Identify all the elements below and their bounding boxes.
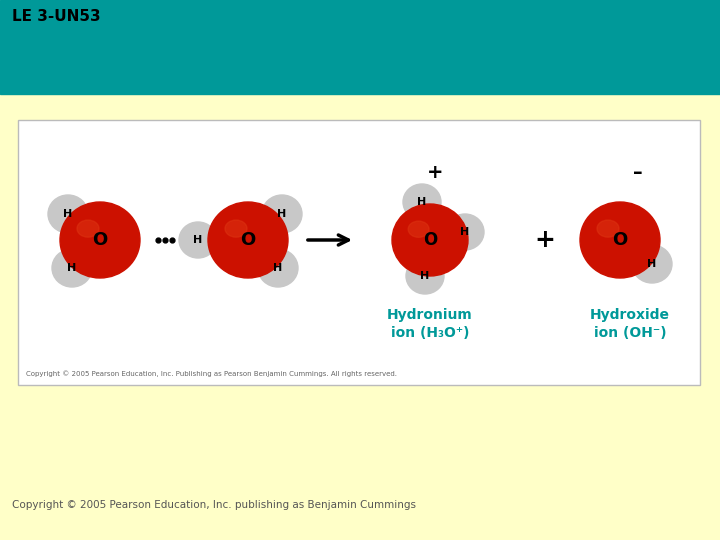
Text: H: H — [194, 235, 202, 245]
Ellipse shape — [406, 258, 444, 294]
Ellipse shape — [258, 249, 298, 287]
Text: +: + — [534, 228, 555, 252]
Ellipse shape — [580, 202, 660, 278]
Text: O: O — [240, 231, 256, 249]
Ellipse shape — [403, 184, 441, 220]
Text: Hydronium
ion (H₃O⁺): Hydronium ion (H₃O⁺) — [387, 308, 473, 340]
Text: H: H — [420, 271, 430, 281]
Ellipse shape — [77, 220, 99, 237]
Text: H: H — [647, 259, 657, 269]
Text: O: O — [613, 231, 628, 249]
Ellipse shape — [208, 202, 288, 278]
Text: H: H — [277, 209, 287, 219]
Text: H: H — [418, 197, 427, 207]
Text: H: H — [460, 227, 469, 237]
Text: Hydroxide
ion (OH⁻): Hydroxide ion (OH⁻) — [590, 308, 670, 340]
Ellipse shape — [48, 195, 88, 233]
Text: O: O — [423, 231, 437, 249]
Ellipse shape — [392, 204, 468, 276]
Bar — [0, 0, 720, 94]
Text: O: O — [92, 231, 107, 249]
Text: Copyright © 2005 Pearson Education, Inc. publishing as Benjamin Cummings: Copyright © 2005 Pearson Education, Inc.… — [12, 500, 416, 510]
Ellipse shape — [408, 221, 429, 237]
Text: H: H — [274, 263, 283, 273]
Text: –: – — [633, 163, 643, 181]
Text: Copyright © 2005 Pearson Education, Inc. Publishing as Pearson Benjamin Cummings: Copyright © 2005 Pearson Education, Inc.… — [26, 370, 397, 377]
Text: +: + — [427, 163, 444, 181]
Ellipse shape — [262, 195, 302, 233]
Ellipse shape — [179, 222, 217, 258]
Text: H: H — [63, 209, 73, 219]
Bar — [18, 120, 700, 385]
Ellipse shape — [446, 214, 484, 250]
Ellipse shape — [60, 202, 140, 278]
Ellipse shape — [632, 245, 672, 283]
Ellipse shape — [52, 249, 92, 287]
Text: H: H — [68, 263, 76, 273]
Ellipse shape — [225, 220, 247, 237]
Ellipse shape — [597, 220, 619, 237]
Text: LE 3-UN53: LE 3-UN53 — [12, 9, 101, 24]
